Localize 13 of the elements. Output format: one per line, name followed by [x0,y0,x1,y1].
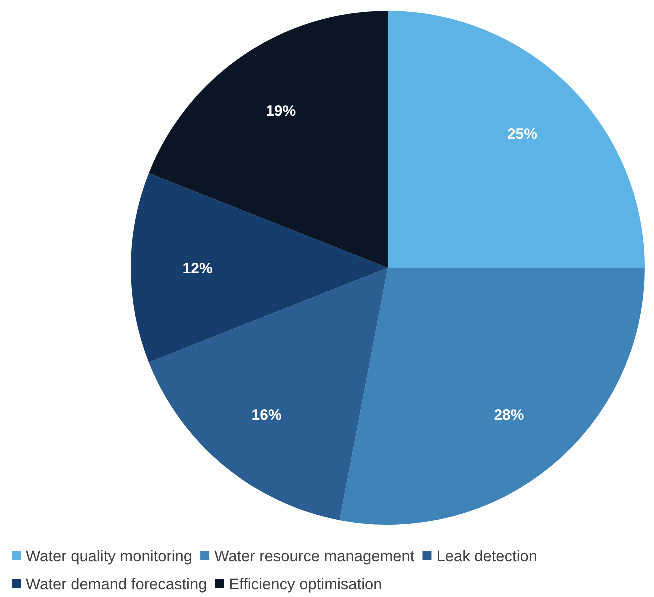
legend-label: Leak detection [436,548,538,566]
data-label: 12% [182,260,213,278]
legend-label: Water demand forecasting [26,576,208,594]
legend-label: Water quality monitoring [26,548,193,566]
pie-slice [131,173,388,363]
data-label: 28% [494,406,524,424]
data-label: 25% [507,126,538,143]
pie-slice [340,268,645,524]
legend-label: Water resource management [214,548,416,566]
pie-slice [388,11,645,268]
legend-label: Efficiency optimisation [229,576,382,594]
data-label: 16% [252,406,282,424]
data-label: 19% [266,102,296,120]
